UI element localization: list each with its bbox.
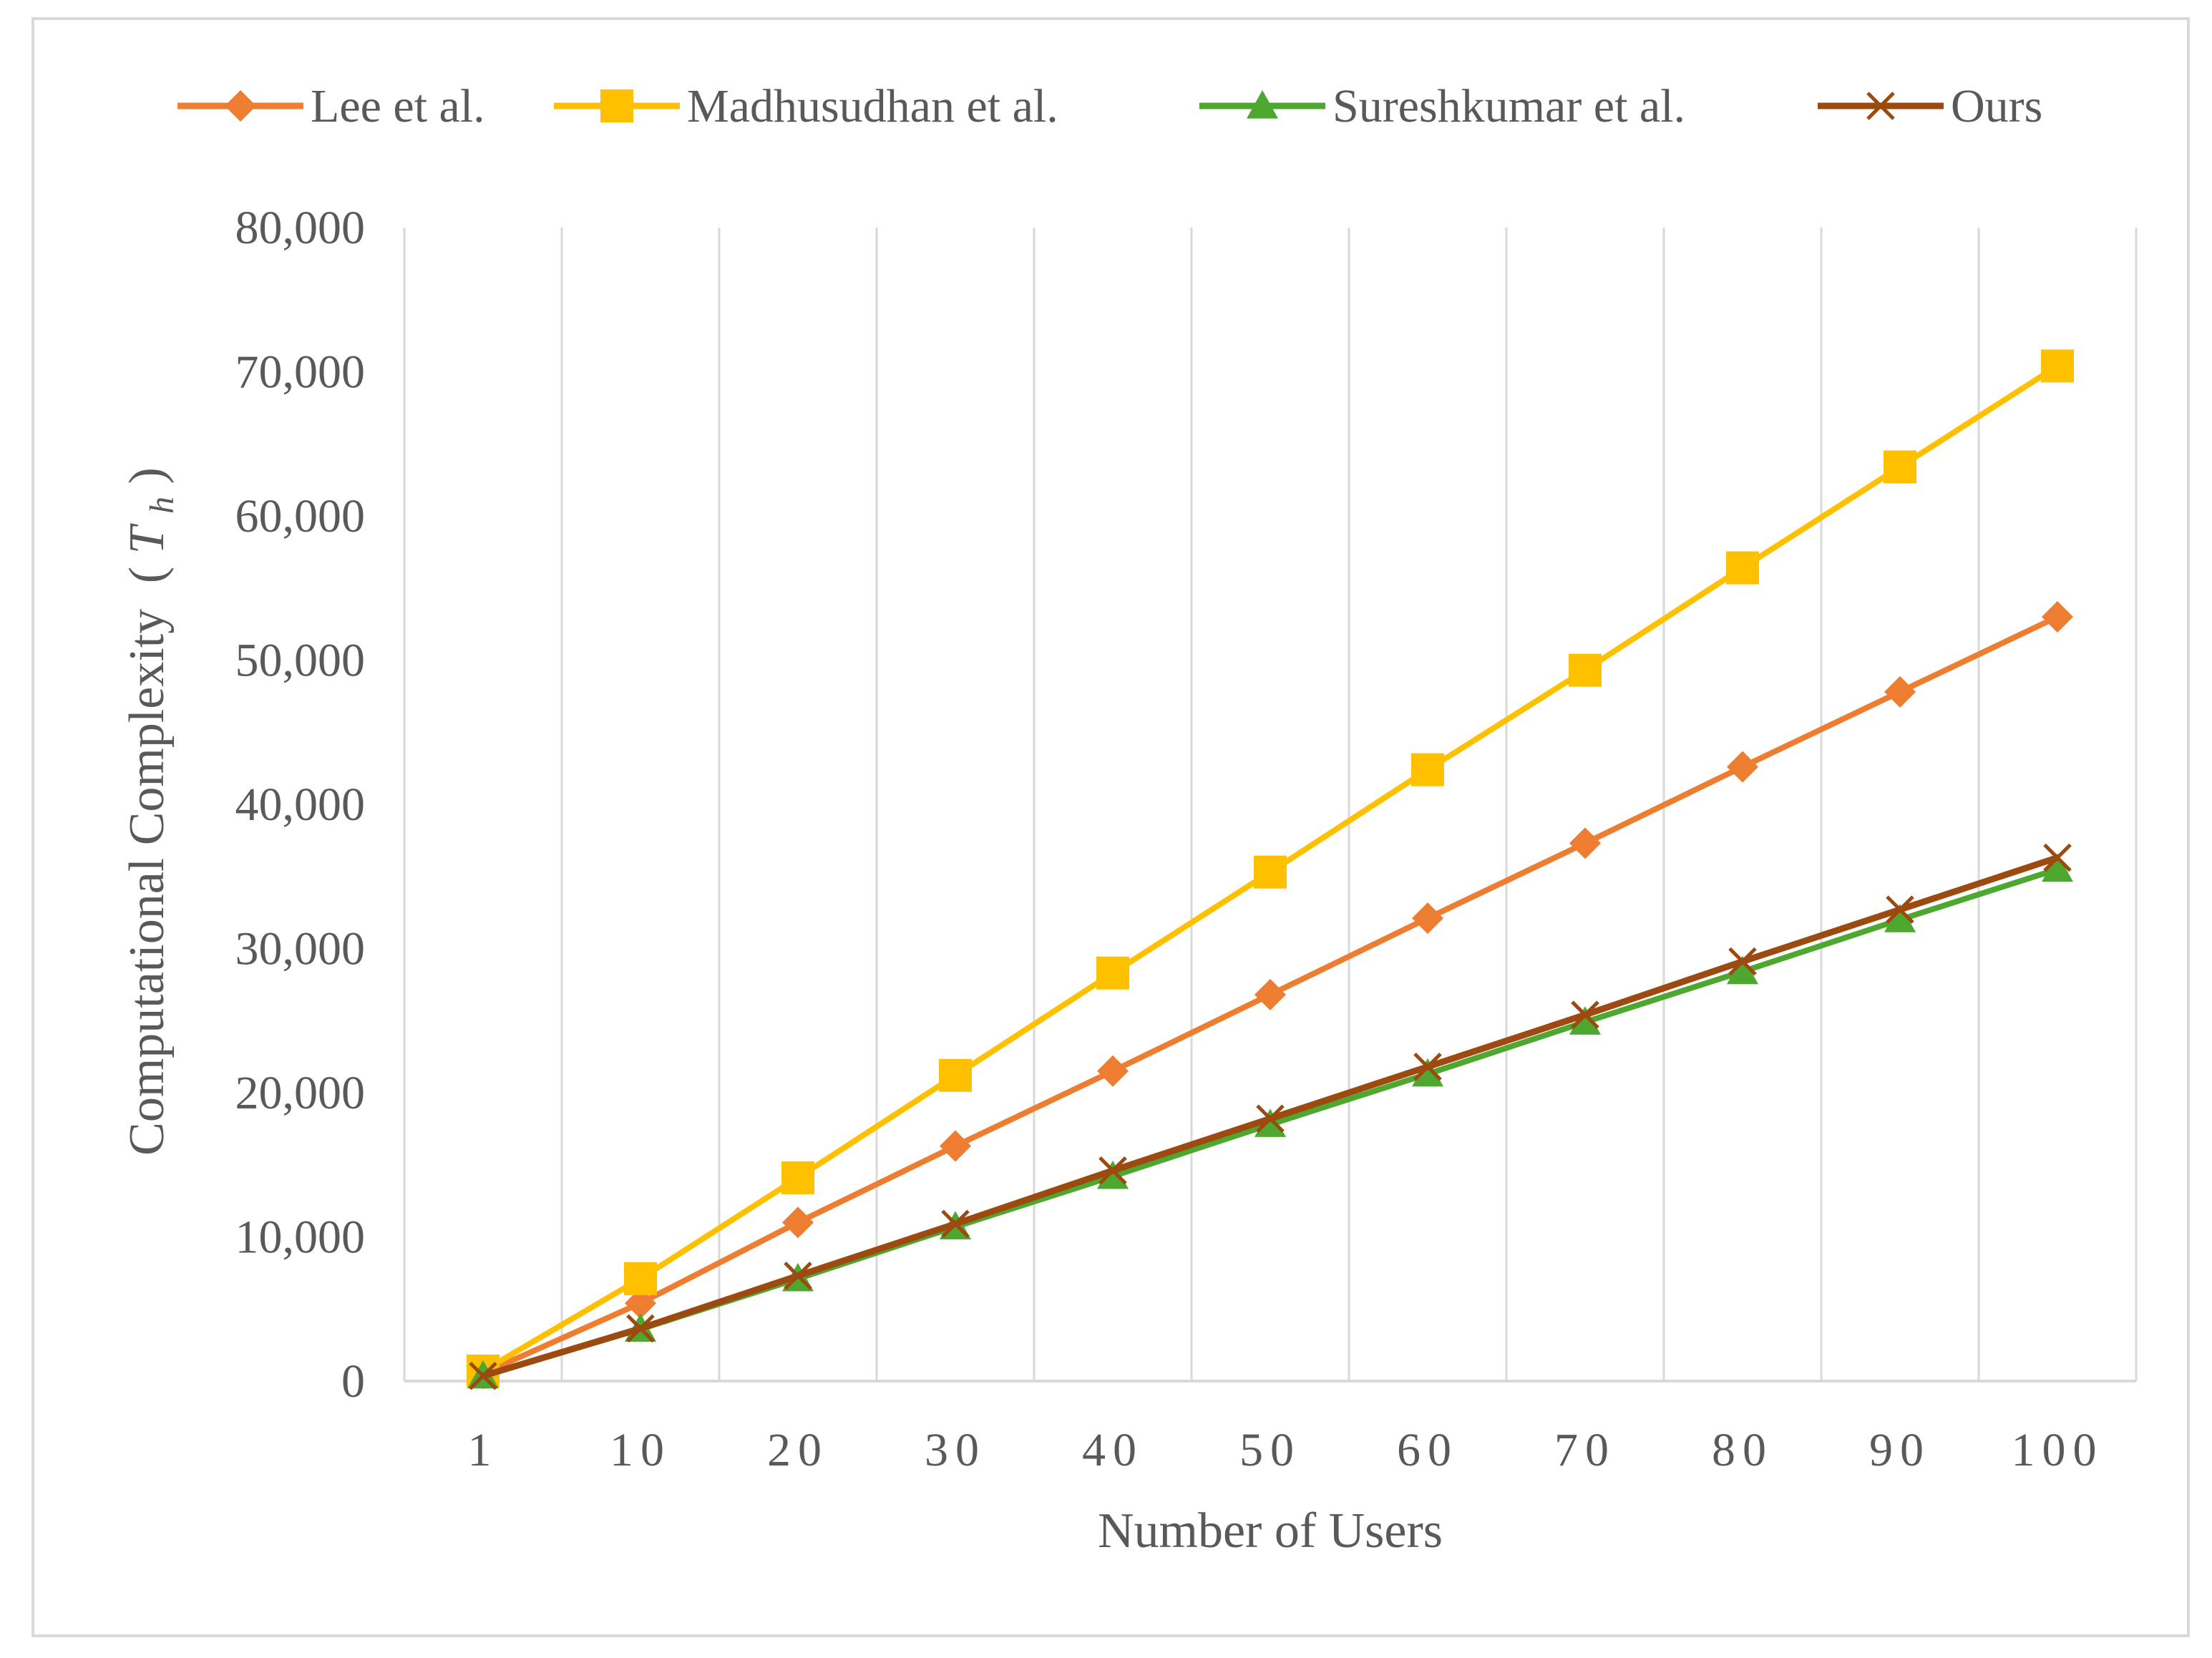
data-point-sureshkumar-et-al bbox=[1884, 904, 1916, 932]
y-tick-label: 0 bbox=[341, 1355, 365, 1408]
x-tick-label: 90 bbox=[1869, 1424, 1931, 1476]
y-tick-label: 10,000 bbox=[235, 1211, 366, 1264]
y-tick-label: 70,000 bbox=[235, 346, 366, 399]
data-point-madhusudhan-et-al bbox=[624, 1262, 657, 1295]
data-point-lee-et-al bbox=[1884, 676, 1916, 708]
x-tick-label: 70 bbox=[1554, 1424, 1616, 1476]
data-point-ours bbox=[2043, 843, 2072, 872]
x-axis-title: Number of Users bbox=[1098, 1503, 1443, 1559]
y-tick-label: 80,000 bbox=[235, 202, 366, 254]
data-point-lee-et-al bbox=[1727, 751, 1758, 783]
data-point-ours bbox=[1728, 947, 1757, 976]
x-tick-label: 20 bbox=[767, 1424, 829, 1476]
data-point-madhusudhan-et-al bbox=[1254, 855, 1287, 889]
data-point-ours bbox=[469, 1361, 497, 1390]
data-point-madhusudhan-et-al bbox=[781, 1161, 814, 1194]
data-point-lee-et-al bbox=[1254, 978, 1286, 1010]
figure-frame bbox=[31, 17, 2190, 1637]
y-axis-title-symbol: T bbox=[120, 522, 175, 554]
data-point-madhusudhan-et-al bbox=[1884, 450, 1916, 484]
data-point-madhusudhan-et-al bbox=[1726, 551, 1759, 585]
legend-item-lee-et-al: Lee et al. bbox=[177, 80, 485, 132]
legend-marker bbox=[600, 89, 633, 122]
data-point-sureshkumar-et-al bbox=[1097, 1160, 1129, 1189]
y-axis-title-text: Computational Complexity bbox=[120, 609, 175, 1156]
data-point-sureshkumar-et-al bbox=[2042, 853, 2073, 882]
x-tick-label: 30 bbox=[925, 1424, 986, 1476]
data-point-madhusudhan-et-al bbox=[1411, 753, 1444, 786]
data-point-sureshkumar-et-al bbox=[1412, 1058, 1443, 1087]
data-point-ours bbox=[1256, 1104, 1285, 1133]
x-tick-label: 50 bbox=[1239, 1424, 1301, 1476]
data-point-sureshkumar-et-al bbox=[1727, 955, 1758, 985]
y-tick-label: 60,000 bbox=[235, 490, 366, 542]
data-point-sureshkumar-et-al bbox=[1569, 1006, 1601, 1035]
data-point-lee-et-al bbox=[2042, 601, 2073, 633]
data-point-madhusudhan-et-al bbox=[1569, 653, 1602, 687]
data-point-ours bbox=[941, 1209, 970, 1239]
y-axis-title: Computational Complexity ( T h ) bbox=[120, 467, 185, 1156]
legend-label: Lee et al. bbox=[311, 80, 485, 132]
x-tick-label: 40 bbox=[1082, 1424, 1144, 1476]
legend-label: Ours bbox=[1951, 80, 2042, 132]
data-point-ours bbox=[626, 1314, 655, 1343]
data-point-ours bbox=[1413, 1052, 1442, 1081]
data-point-lee-et-al bbox=[1412, 902, 1443, 935]
data-point-madhusudhan-et-al bbox=[1096, 956, 1129, 990]
y-axis-ticks: 0 10,000 20,000 30,000 40,000 50,000 60,000 70,… bbox=[235, 202, 366, 1408]
data-point-lee-et-al bbox=[940, 1130, 971, 1162]
x-axis-ticks: 1 10 20 30 40 50 60 70 80 90 100 bbox=[468, 1424, 2104, 1476]
x-tick-label: 10 bbox=[610, 1424, 671, 1476]
legend-item-madhusudhan-et-al: Madhusudhan et al. bbox=[554, 80, 1058, 132]
data-point-ours bbox=[1571, 1000, 1599, 1029]
series-group bbox=[467, 349, 2074, 1390]
data-point-madhusudhan-et-al bbox=[939, 1058, 972, 1092]
data-point-lee-et-al bbox=[625, 1287, 656, 1320]
x-tick-label: 100 bbox=[2012, 1424, 2104, 1476]
legend-marker bbox=[1866, 92, 1895, 120]
legend-marker bbox=[225, 90, 256, 122]
data-point-madhusudhan-et-al bbox=[2041, 349, 2074, 383]
y-tick-label: 40,000 bbox=[235, 779, 366, 831]
data-point-lee-et-al bbox=[782, 1206, 814, 1239]
data-point-lee-et-al bbox=[1569, 827, 1601, 859]
x-tick-label: 80 bbox=[1712, 1424, 1773, 1476]
data-point-ours bbox=[1098, 1156, 1127, 1185]
x-tick-label: 60 bbox=[1397, 1424, 1458, 1476]
data-point-lee-et-al bbox=[1097, 1055, 1129, 1087]
data-point-sureshkumar-et-al bbox=[1254, 1108, 1286, 1137]
series-lee-et-al bbox=[467, 601, 2073, 1390]
y-tick-label: 20,000 bbox=[235, 1067, 366, 1119]
legend-marker bbox=[1247, 90, 1278, 119]
legend-label: Sureshkumar et al. bbox=[1332, 80, 1685, 132]
legend-item-sureshkumar-et-al: Sureshkumar et al. bbox=[1199, 80, 1685, 132]
data-point-ours bbox=[784, 1262, 812, 1290]
x-tick-label: 1 bbox=[468, 1424, 499, 1476]
y-axis-title-subscript: h bbox=[143, 497, 181, 514]
y-tick-label: 30,000 bbox=[235, 923, 366, 975]
gridlines bbox=[403, 228, 2138, 1381]
data-point-ours bbox=[1886, 895, 1914, 924]
legend: Lee et al. Madhusudhan et al. Sureshkumar … bbox=[177, 80, 2042, 132]
series-madhusudhan-et-al bbox=[467, 349, 2074, 1388]
series-ours bbox=[469, 843, 2072, 1390]
y-tick-label: 50,000 bbox=[235, 635, 366, 687]
legend-item-ours: Ours bbox=[1818, 80, 2042, 132]
legend-label: Madhusudhan et al. bbox=[687, 80, 1058, 132]
